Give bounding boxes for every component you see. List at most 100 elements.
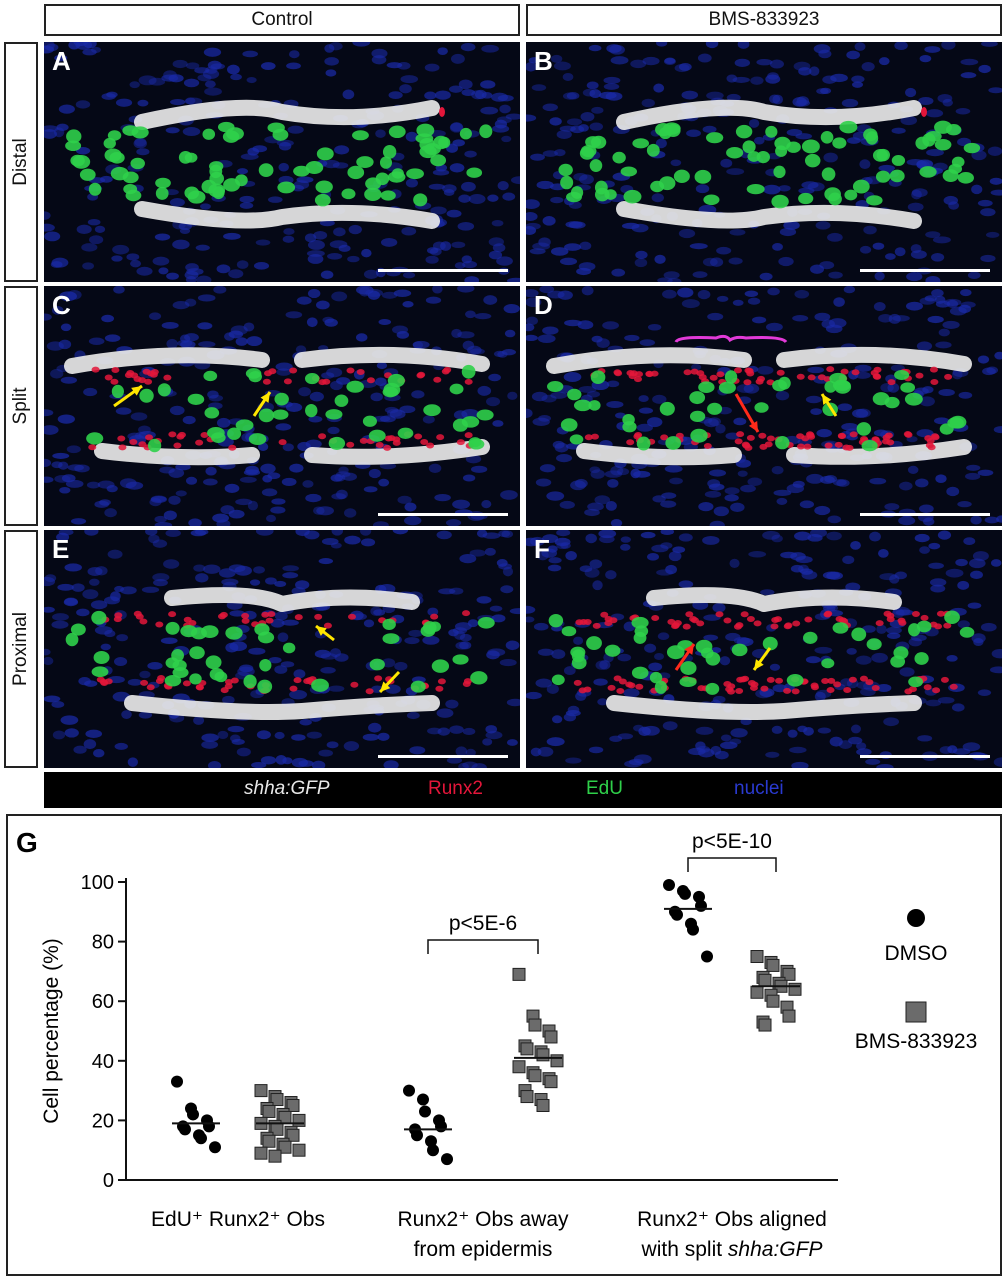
edu-cell	[88, 182, 102, 196]
nucleus	[579, 241, 592, 251]
nucleus	[198, 341, 216, 348]
bms-point	[544, 1030, 558, 1044]
edu-cell	[178, 150, 193, 164]
nucleus	[724, 494, 739, 502]
runx2-cell	[111, 366, 120, 373]
nucleus	[927, 315, 944, 324]
edu-cell	[673, 169, 690, 183]
edu-cell	[362, 415, 377, 427]
nucleus	[526, 114, 537, 122]
nucleus	[169, 405, 185, 416]
nucleus	[474, 313, 492, 320]
nucleus	[506, 739, 518, 746]
nucleus	[217, 730, 229, 740]
nucleus	[507, 391, 518, 400]
nucleus	[565, 221, 583, 228]
nucleus	[504, 329, 516, 338]
nucleus	[734, 58, 750, 67]
nucleus	[537, 746, 554, 757]
edu-cell	[786, 673, 804, 687]
nucleus	[82, 589, 99, 599]
nucleus	[606, 380, 620, 388]
nucleus	[892, 608, 905, 618]
dmso-point	[171, 1075, 183, 1088]
runx2-cell	[689, 615, 698, 622]
nucleus	[765, 751, 780, 758]
nucleus	[856, 748, 872, 756]
edu-cell	[904, 392, 923, 406]
nucleus	[823, 152, 838, 163]
nucleus	[230, 734, 241, 743]
nucleus	[698, 501, 714, 512]
nucleus	[526, 297, 542, 308]
nucleus	[138, 75, 157, 86]
nucleus	[304, 233, 317, 243]
runx2-cell	[200, 431, 209, 438]
nucleus	[104, 508, 117, 518]
nucleus	[370, 392, 383, 402]
nucleus	[526, 323, 535, 332]
nucleus	[806, 473, 824, 484]
nucleus	[203, 478, 218, 486]
edu-cell	[201, 179, 217, 194]
nucleus	[239, 195, 255, 203]
nucleus	[657, 277, 673, 282]
edu-cell	[369, 658, 385, 671]
nucleus	[501, 135, 512, 143]
runx2-cell	[365, 688, 374, 695]
edu-cell	[889, 169, 905, 183]
nucleus	[502, 566, 514, 577]
runx2-cell	[265, 617, 274, 624]
nucleus	[67, 464, 84, 471]
nucleus	[44, 576, 56, 587]
nucleus	[607, 479, 619, 488]
nucleus	[65, 479, 84, 488]
nucleus	[702, 535, 720, 545]
nucleus	[993, 757, 1002, 767]
nucleus	[235, 337, 248, 346]
edu-cell	[649, 671, 663, 684]
runx2-cell	[709, 374, 718, 381]
nucleus	[319, 219, 335, 227]
nucleus	[44, 606, 55, 613]
edu-cell	[558, 163, 573, 177]
runx2-cell	[140, 679, 149, 686]
nucleus	[326, 367, 343, 378]
edu-cell	[172, 667, 189, 678]
nucleus	[308, 415, 323, 423]
runx2-cell	[104, 678, 113, 685]
edu-cell	[274, 392, 289, 406]
nucleus	[404, 637, 420, 645]
nucleus	[110, 591, 121, 602]
nucleus	[115, 407, 132, 415]
runx2-cell	[264, 370, 273, 377]
runx2-cell	[903, 431, 912, 438]
nucleus	[848, 736, 863, 745]
nucleus	[617, 653, 632, 662]
runx2-cell	[840, 368, 849, 375]
nucleus	[967, 271, 981, 279]
category-label: Runx2⁺ Obs aligned	[637, 1208, 827, 1231]
runx2-cell	[753, 620, 762, 627]
nucleus	[565, 757, 582, 764]
channel-legend: shha:GFP Runx2 EdU nuclei	[44, 772, 1002, 808]
nucleus	[492, 243, 506, 253]
nucleus	[57, 414, 75, 424]
nucleus	[747, 297, 761, 305]
nucleus	[869, 531, 881, 542]
edu-cell	[347, 165, 365, 180]
arrow-head	[684, 644, 694, 655]
nucleus	[815, 221, 831, 230]
nucleus	[977, 355, 990, 364]
nucleus	[327, 252, 343, 260]
nucleus	[542, 103, 558, 112]
nucleus	[641, 98, 655, 108]
runx2-cell	[441, 368, 450, 375]
edu-cell	[79, 168, 96, 181]
nucleus	[842, 555, 855, 565]
nucleus	[588, 44, 602, 52]
nucleus	[327, 426, 340, 435]
nucleus	[75, 100, 91, 109]
dmso-point	[671, 908, 683, 921]
edu-cell	[632, 138, 650, 149]
